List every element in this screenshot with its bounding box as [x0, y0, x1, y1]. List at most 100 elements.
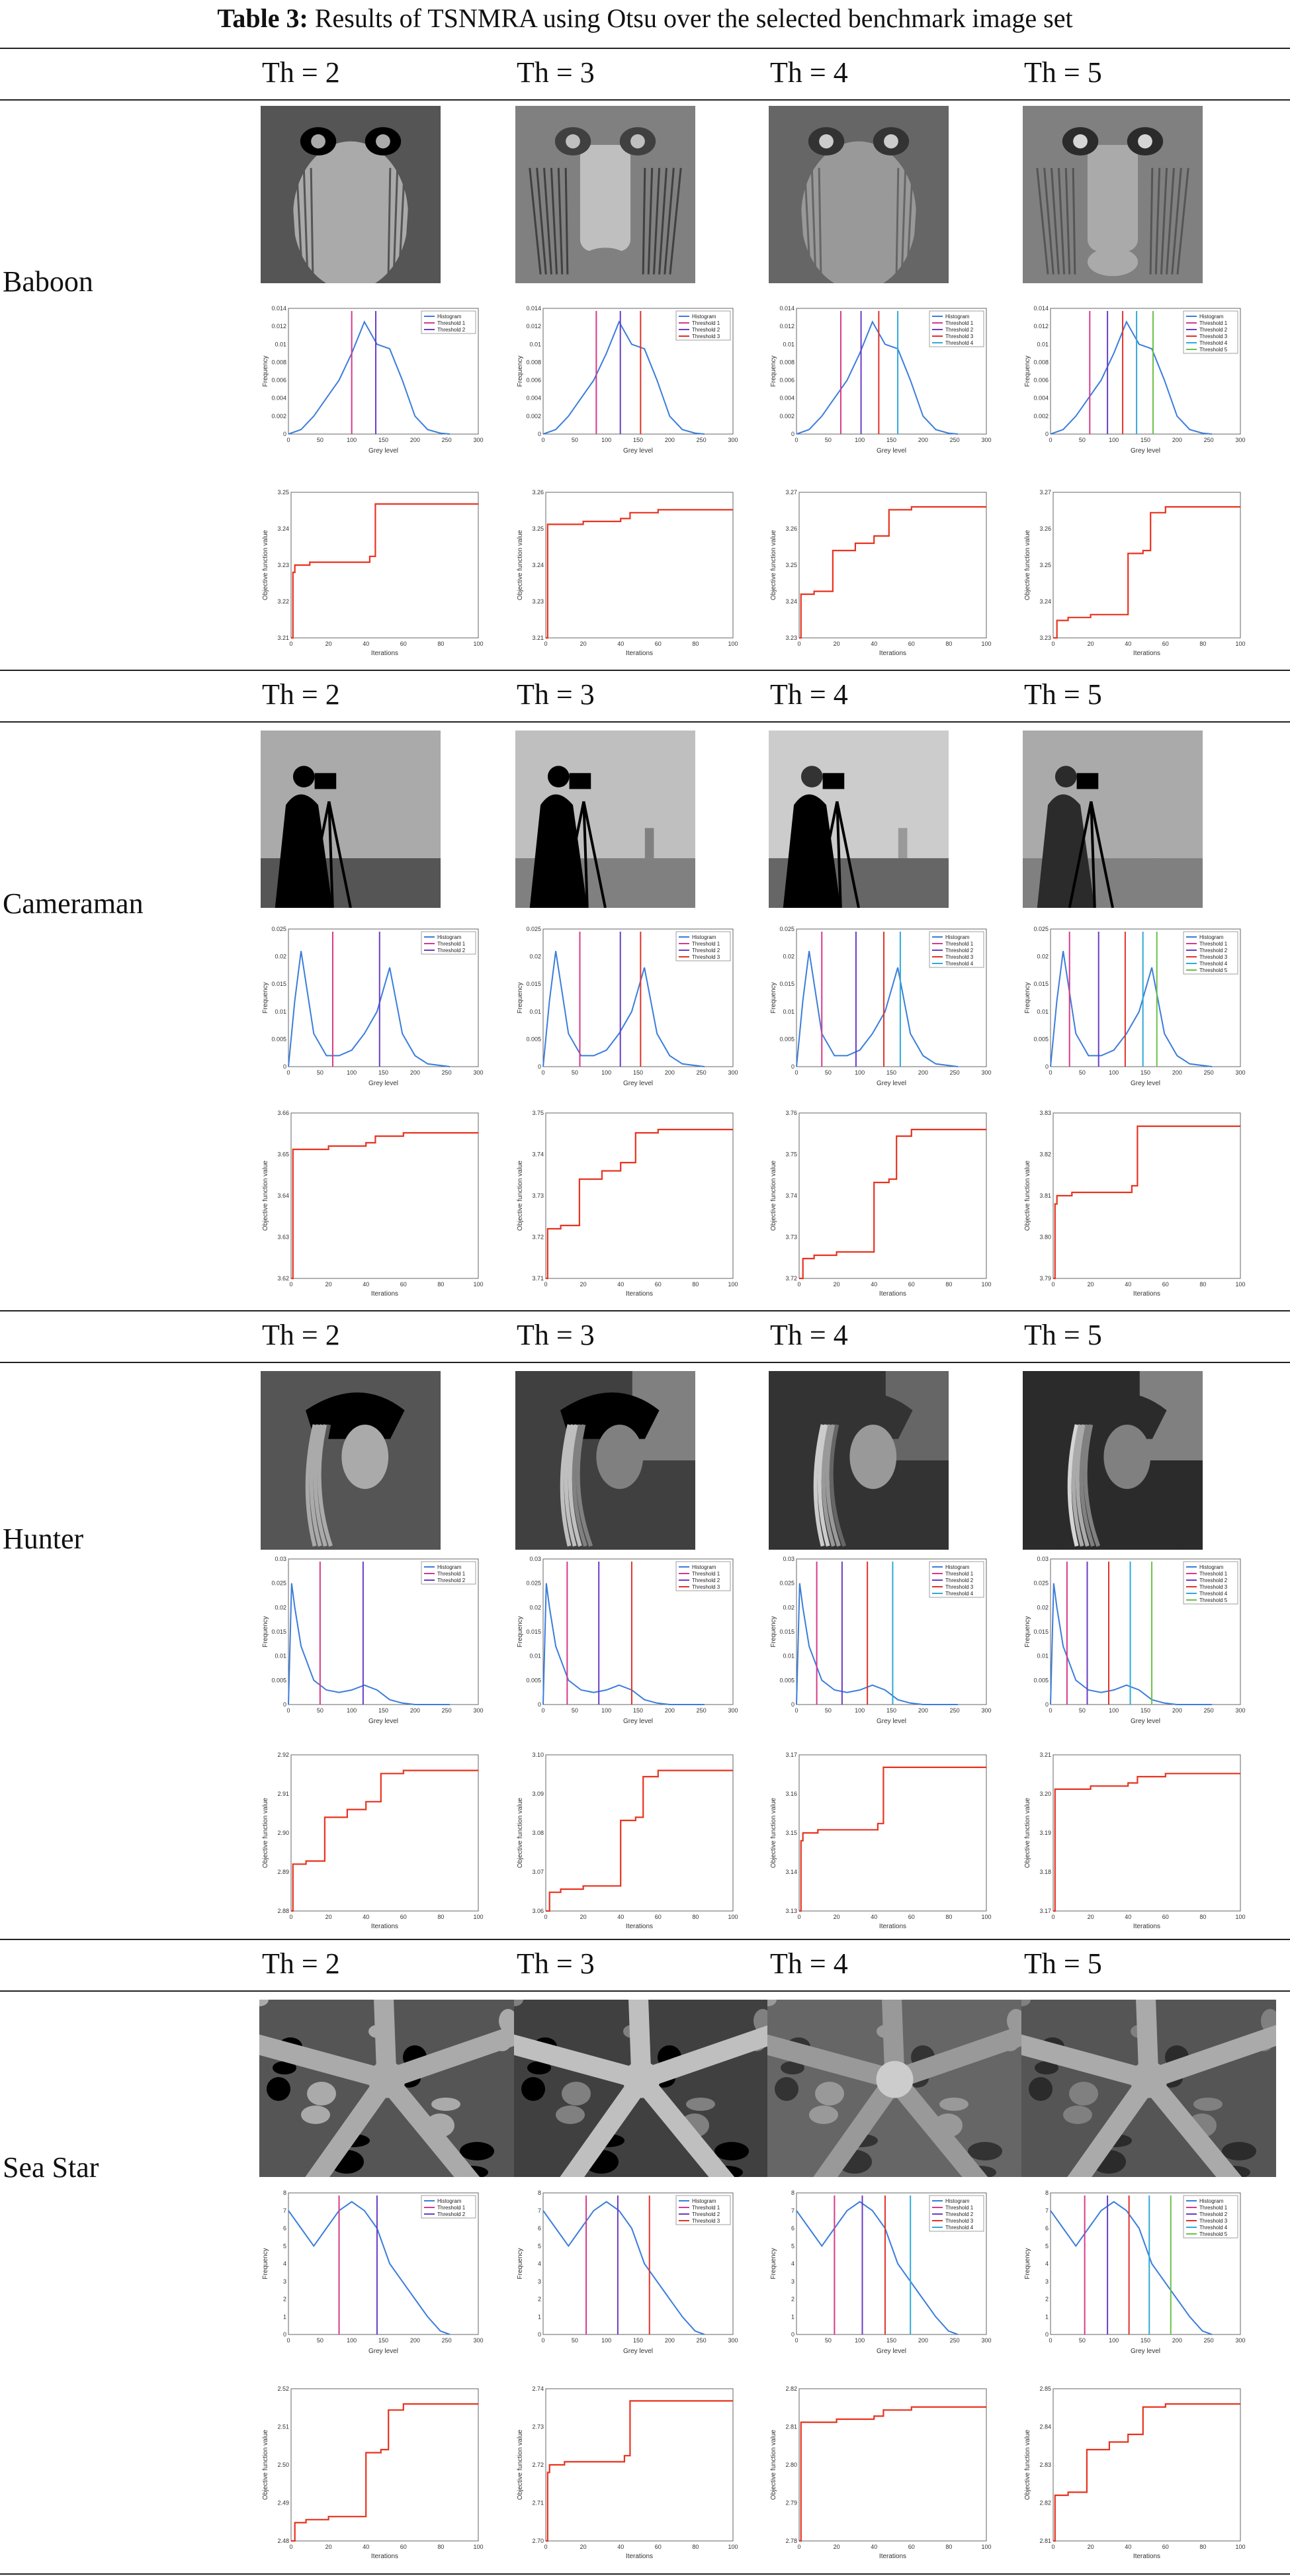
convergence-x-tick-label: 80	[692, 1281, 699, 1288]
histogram-y-tick-label: 2	[791, 2296, 795, 2303]
histogram-y-axis-label: Frequency	[517, 355, 524, 386]
convergence-y-tick-label: 3.79	[1039, 1275, 1051, 1282]
histogram-panel: 0 50 100 150 200 250 300 0 0.002 0.004 0.006 0.008 0…	[514, 299, 742, 457]
histogram-y-tick-label: 0.014	[271, 305, 286, 312]
convergence-x-tick-label: 0	[1051, 2544, 1054, 2550]
histogram-y-tick-label: 1	[791, 2313, 795, 2320]
legend-entry: Threshold 2	[692, 2211, 720, 2217]
convergence-x-tick-label: 80	[945, 641, 952, 647]
histogram-line	[288, 320, 450, 435]
histogram-x-tick-label: 150	[1140, 2337, 1150, 2344]
convergence-x-tick-label: 60	[1162, 1281, 1169, 1288]
convergence-y-tick-label: 2.92	[277, 1752, 289, 1758]
convergence-x-tick-label: 60	[655, 1281, 662, 1288]
histogram-line	[542, 320, 705, 435]
convergence-panel: 0 20 40 60 80 100 3.79 3.80 3.81 3.82 3.83 Iteratio…	[1021, 1105, 1250, 1298]
convergence-y-tick-label: 3.22	[277, 598, 289, 605]
convergence-x-tick-label: 20	[834, 1281, 840, 1288]
convergence-y-axis-label: Objective function value	[262, 2429, 269, 2500]
histogram-x-tick-label: 100	[1109, 437, 1119, 443]
histogram-x-tick-label: 300	[1235, 1069, 1245, 1076]
convergence-line	[291, 2403, 478, 2542]
convergence-panel: 0 20 40 60 80 100 3.21 3.22 3.23 3.24 3.25 Iteratio…	[259, 484, 488, 658]
convergence-x-tick-label: 100	[1235, 2544, 1245, 2550]
convergence-y-tick-label: 2.51	[277, 2424, 289, 2430]
legend-entry: Threshold 4	[945, 1591, 974, 1597]
segmented-image-panel	[767, 2000, 1022, 2177]
histogram-panel: 0 50 100 150 200 250 300 0 1 2 3 4 5 6 7 8 Grey level Fre…	[514, 2184, 742, 2357]
convergence-y-axis-label: Objective function value	[770, 1797, 777, 1868]
convergence-panel: 0 20 40 60 80 100 3.21 3.23 3.24 3.25 3.26 Iteratio…	[514, 484, 742, 658]
convergence-y-tick-label: 3.24	[1039, 598, 1051, 605]
convergence-y-tick-label: 2.82	[1039, 2500, 1051, 2507]
histogram-y-tick-label: 0.006	[779, 377, 795, 384]
convergence-x-tick-label: 60	[655, 2544, 662, 2550]
legend-entry: Threshold 3	[945, 2218, 974, 2224]
convergence-y-tick-label: 3.73	[785, 1234, 797, 1241]
convergence-x-tick-label: 40	[1125, 1914, 1131, 1920]
histogram-y-tick-label: 0.008	[526, 359, 541, 365]
histogram-x-tick-label: 300	[1235, 437, 1245, 443]
convergence-y-tick-label: 3.72	[785, 1275, 797, 1282]
cameraman-image	[1023, 731, 1203, 908]
convergence-x-tick-label: 60	[655, 1914, 662, 1920]
histogram-x-tick-label: 250	[950, 2337, 960, 2344]
histogram-y-tick-label: 0.025	[526, 1580, 541, 1587]
convergence-y-tick-label: 2.80	[785, 2462, 797, 2468]
histogram-y-tick-label: 5	[283, 2243, 286, 2249]
histogram-x-tick-label: 250	[442, 1069, 452, 1076]
convergence-panel: 0 20 40 60 80 100 2.70 2.71 2.72 2.73 2.74 Iteratio…	[514, 2381, 742, 2561]
histogram-y-axis-label: Frequency	[517, 982, 524, 1013]
convergence-y-tick-label: 3.25	[1039, 562, 1051, 568]
hunter-image	[515, 1371, 695, 1550]
legend-entry: Histogram	[692, 934, 716, 940]
histogram-x-tick-label: 250	[697, 437, 707, 443]
convergence-line	[546, 2400, 733, 2542]
threshold-header: Th = 2	[262, 56, 340, 89]
convergence-x-tick-label: 60	[400, 1281, 407, 1288]
histogram-line	[1050, 2201, 1213, 2335]
convergence-x-tick-label: 100	[473, 1914, 483, 1920]
convergence-x-tick-label: 20	[580, 1914, 587, 1920]
histogram-x-tick-label: 150	[886, 1069, 896, 1076]
legend-entry: Threshold 4	[1199, 340, 1228, 346]
convergence-y-tick-label: 2.50	[277, 2462, 289, 2468]
section-rule	[0, 1939, 1290, 1940]
convergence-line	[546, 1769, 733, 1912]
legend-entry: Threshold 1	[692, 2205, 720, 2211]
histogram-y-tick-label: 7	[283, 2207, 286, 2214]
cameraman-image	[515, 731, 695, 908]
histogram-x-tick-label: 50	[572, 2337, 578, 2344]
legend-entry: Threshold 5	[1199, 347, 1228, 353]
histogram-x-axis-label: Grey level	[623, 1718, 653, 1725]
convergence-x-tick-label: 60	[400, 2544, 407, 2550]
histogram-panel: 0 50 100 150 200 250 300 0 0.005 0.01 0.015 0.02 0.0…	[1021, 1550, 1250, 1727]
histogram-y-tick-label: 0.015	[526, 1628, 541, 1635]
histogram-panel: 0 50 100 150 200 250 300 0 0.005 0.01 0.015 0.02 0.0…	[767, 1550, 996, 1727]
segmented-image-panel	[769, 106, 949, 283]
convergence-x-tick-label: 100	[728, 1281, 738, 1288]
convergence-y-tick-label: 2.73	[532, 2424, 544, 2430]
histogram-x-tick-label: 150	[633, 437, 643, 443]
histogram-y-tick-label: 0	[283, 1701, 286, 1708]
histogram-y-tick-label: 0.03	[1037, 1556, 1049, 1562]
histogram-y-axis-label: Frequency	[1024, 2248, 1031, 2279]
histogram-x-tick-label: 300	[728, 2337, 738, 2344]
convergence-x-axis-label: Iterations	[1133, 1290, 1160, 1298]
histogram-x-axis-label: Grey level	[368, 447, 398, 455]
histogram-y-tick-label: 0.015	[779, 981, 795, 987]
convergence-plot-frame	[1053, 492, 1241, 639]
histogram-x-tick-label: 50	[1079, 437, 1086, 443]
histogram-x-tick-label: 200	[665, 2337, 675, 2344]
convergence-x-tick-label: 80	[692, 1914, 699, 1920]
convergence-x-tick-label: 0	[797, 2544, 800, 2550]
convergence-y-tick-label: 2.48	[277, 2538, 289, 2544]
histogram-x-tick-label: 100	[347, 1707, 357, 1714]
histogram-x-tick-label: 0	[286, 1069, 290, 1076]
convergence-y-tick-label: 2.78	[785, 2538, 797, 2544]
legend-entry: Threshold 4	[945, 340, 974, 346]
convergence-panel: 0 20 40 60 80 100 3.06 3.07 3.08 3.09 3.10 Iteratio…	[514, 1747, 742, 1931]
convergence-y-tick-label: 3.21	[277, 635, 289, 641]
histogram-x-tick-label: 0	[286, 437, 290, 443]
histogram-y-tick-label: 0.03	[783, 1556, 795, 1562]
